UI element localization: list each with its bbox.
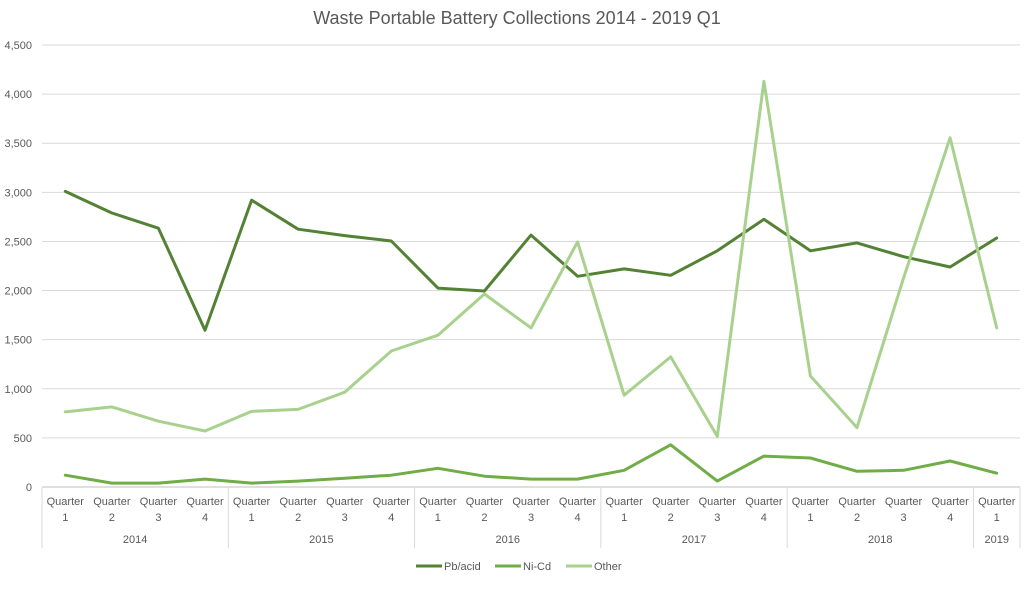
x-year-label: 2016 [495,534,519,546]
x-tick-label-quarter: Quarter [466,496,504,508]
x-tick-label-number: 2 [854,512,860,524]
x-tick-label-quarter: Quarter [326,496,364,508]
x-tick-label-number: 1 [807,512,813,524]
y-tick-label: 2,500 [4,236,32,248]
y-tick-label: 1,000 [4,384,32,396]
series-line-pb-acid [65,191,996,330]
x-tick-label-number: 4 [202,512,208,524]
series-line-ni-cd [65,445,996,483]
x-year-label: 2014 [123,534,147,546]
x-tick-label-number: 3 [155,512,161,524]
x-tick-label-quarter: Quarter [885,496,923,508]
x-tick-label-quarter: Quarter [931,496,969,508]
x-tick-label-number: 2 [109,512,115,524]
x-year-label: 2018 [868,534,892,546]
chart-title: Waste Portable Battery Collections 2014 … [313,8,721,28]
x-tick-label-number: 4 [575,512,581,524]
x-year-label: 2019 [984,534,1008,546]
x-tick-label-quarter: Quarter [559,496,597,508]
x-tick-label-number: 4 [388,512,394,524]
y-tick-label: 500 [14,433,32,445]
x-tick-label-quarter: Quarter [233,496,271,508]
x-tick-label-number: 1 [994,512,1000,524]
x-tick-label-number: 1 [249,512,255,524]
x-year-label: 2015 [309,534,333,546]
x-tick-label-quarter: Quarter [373,496,411,508]
y-tick-label: 4,500 [4,40,32,52]
x-tick-label-quarter: Quarter [699,496,737,508]
x-tick-label-number: 2 [295,512,301,524]
x-tick-label-quarter: Quarter [186,496,224,508]
y-tick-label: 1,500 [4,335,32,347]
legend-label: Other [594,561,622,573]
y-tick-label: 3,000 [4,187,32,199]
x-tick-label-quarter: Quarter [140,496,178,508]
x-tick-label-number: 2 [481,512,487,524]
x-tick-label-number: 1 [62,512,68,524]
x-tick-label-quarter: Quarter [279,496,317,508]
y-tick-label: 4,000 [4,89,32,101]
x-tick-label-number: 1 [621,512,627,524]
x-tick-label-number: 3 [901,512,907,524]
x-tick-label-quarter: Quarter [47,496,85,508]
x-tick-label-quarter: Quarter [652,496,690,508]
x-tick-label-number: 2 [668,512,674,524]
legend-label: Pb/acid [444,561,481,573]
x-tick-label-number: 3 [342,512,348,524]
y-tick-label: 0 [26,482,32,494]
x-tick-label-quarter: Quarter [605,496,643,508]
x-tick-label-number: 1 [435,512,441,524]
x-tick-label-quarter: Quarter [419,496,457,508]
x-tick-label-quarter: Quarter [838,496,876,508]
x-tick-label-quarter: Quarter [978,496,1016,508]
x-tick-label-number: 4 [761,512,767,524]
x-tick-label-quarter: Quarter [512,496,550,508]
y-tick-label: 2,000 [4,286,32,298]
x-tick-label-quarter: Quarter [792,496,830,508]
series-line-other [65,81,996,436]
legend-label: Ni-Cd [523,561,551,573]
x-year-label: 2017 [682,534,706,546]
x-tick-label-quarter: Quarter [93,496,131,508]
y-tick-label: 3,500 [4,138,32,150]
x-tick-label-number: 4 [947,512,953,524]
x-tick-label-number: 3 [528,512,534,524]
x-tick-label-number: 3 [714,512,720,524]
x-tick-label-quarter: Quarter [745,496,783,508]
